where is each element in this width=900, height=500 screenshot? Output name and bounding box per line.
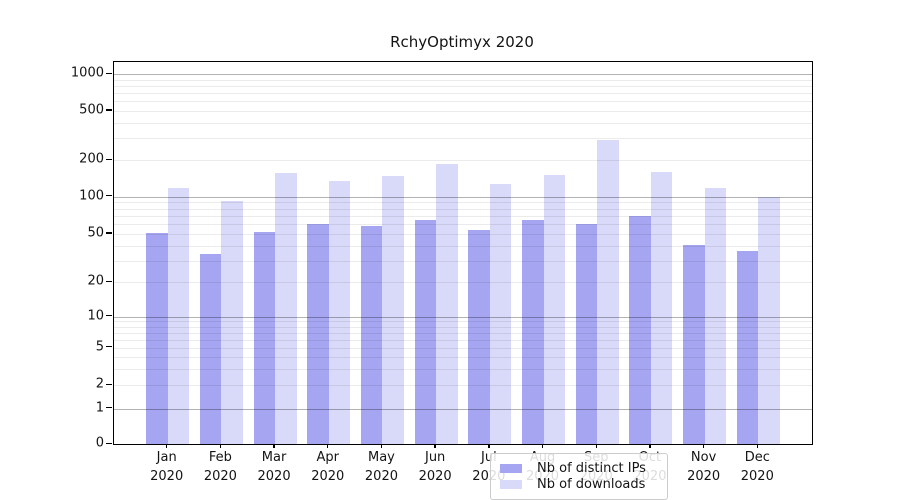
legend: Nb of distinct IPs Nb of downloads <box>490 453 668 500</box>
bar-distinct-ips <box>360 225 383 444</box>
bar-downloads <box>328 180 351 444</box>
bar-downloads <box>758 196 780 444</box>
downloads-swatch-icon <box>500 480 522 489</box>
x-tick-mark <box>649 443 651 448</box>
y-tick-label: 500 <box>79 102 104 118</box>
legend-item-distinct-ips: Nb of distinct IPs <box>500 461 658 476</box>
x-tick-mark <box>327 443 329 448</box>
legend-label: Nb of downloads <box>537 477 646 492</box>
y-tick-mark <box>106 346 112 348</box>
bar-distinct-ips <box>629 216 651 444</box>
x-tick-mark <box>434 443 436 448</box>
y-tick-mark <box>106 383 112 385</box>
y-tick-label: 1000 <box>70 65 104 81</box>
y-tick-mark <box>106 195 112 197</box>
y-tick-label: 50 <box>87 225 104 241</box>
bar-downloads <box>167 187 190 444</box>
bar-distinct-ips <box>146 232 168 444</box>
bar-downloads <box>543 174 566 444</box>
x-tick-mark <box>595 443 597 448</box>
x-tick-label: Feb 2020 <box>203 450 237 484</box>
y-tick-label: 100 <box>79 188 104 204</box>
y-tick-mark <box>106 72 112 74</box>
bar-downloads <box>650 172 673 444</box>
x-tick-mark <box>273 443 275 448</box>
y-tick-label: 10 <box>87 308 104 324</box>
bar-distinct-ips <box>736 251 759 444</box>
y-tick-label: 2 <box>95 376 104 392</box>
bar-distinct-ips <box>253 231 276 444</box>
x-tick-label: Apr 2020 <box>311 450 345 484</box>
bars-layer <box>114 62 812 444</box>
bar-downloads <box>382 175 404 444</box>
y-tick-label: 5 <box>95 339 104 355</box>
bar-downloads <box>489 183 512 444</box>
y-tick-mark <box>106 109 112 111</box>
bar-distinct-ips <box>307 223 329 444</box>
bar-distinct-ips <box>468 229 490 444</box>
x-tick-label: Jan 2020 <box>150 450 184 484</box>
bar-downloads <box>275 173 297 444</box>
x-tick-mark <box>380 443 383 448</box>
x-tick-mark <box>488 443 490 448</box>
y-tick-label: 200 <box>79 151 104 167</box>
bar-distinct-ips <box>575 223 598 444</box>
y-tick-mark <box>106 158 112 160</box>
x-tick-mark <box>756 443 758 448</box>
y-tick-mark <box>106 315 112 317</box>
bar-downloads <box>221 201 243 444</box>
y-tick-mark <box>106 232 112 234</box>
chart-title: RchyOptimyx 2020 <box>390 33 534 51</box>
x-tick-label: Jun 2020 <box>418 450 452 484</box>
plot-area: Nb of distinct IPs Nb of downloads <box>113 61 813 500</box>
legend-label: Nb of distinct IPs <box>537 461 646 476</box>
x-tick-label: Dec 2020 <box>740 450 774 484</box>
bar-distinct-ips <box>683 245 705 444</box>
x-tick-mark <box>541 443 544 448</box>
y-tick-mark <box>106 280 112 282</box>
x-tick-mark <box>219 443 222 448</box>
y-tick-mark <box>106 407 112 409</box>
x-tick-mark <box>165 443 168 448</box>
bar-distinct-ips <box>199 254 222 444</box>
y-tick-mark <box>106 442 112 444</box>
x-tick-label: May 2020 <box>364 450 398 484</box>
y-tick-label: 20 <box>87 273 104 289</box>
distinct-ips-swatch-icon <box>500 464 522 473</box>
bar-downloads <box>704 187 727 444</box>
y-tick-label: 1 <box>95 400 104 416</box>
bar-downloads <box>436 164 458 444</box>
x-tick-mark <box>702 443 705 448</box>
x-tick-label: Nov 2020 <box>687 450 721 484</box>
y-tick-label: 0 <box>95 435 104 451</box>
legend-item-downloads: Nb of downloads <box>500 477 658 492</box>
x-tick-label: Mar 2020 <box>257 450 291 484</box>
bar-distinct-ips <box>522 219 544 444</box>
bar-downloads <box>597 140 619 444</box>
bar-distinct-ips <box>414 219 437 444</box>
